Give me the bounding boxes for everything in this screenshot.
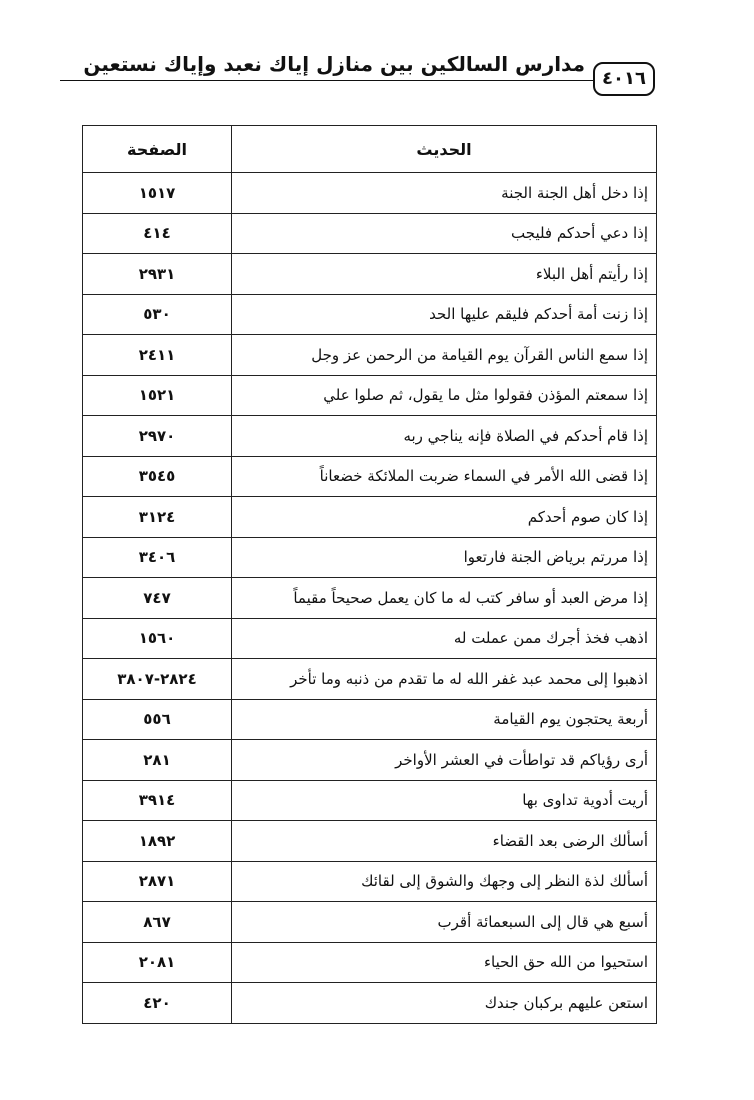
hadith-cell: إذا قام أحدكم في الصلاة فإنه يناجي ربه	[231, 415, 657, 457]
header-row: الحديث الصفحة	[82, 125, 657, 173]
hadith-cell: إذا مرض العبد أو سافر كتب له ما كان يعمل…	[231, 577, 657, 619]
page-cell: ١٨٩٢	[82, 820, 232, 862]
table-row: إذا زنت أمة أحدكم فليقم عليها الحد ٥٣٠	[82, 293, 657, 335]
hadith-cell: إذا قضى الله الأمر في السماء ضربت الملائ…	[231, 455, 657, 497]
page-cell: ٢٠٨١	[82, 941, 232, 983]
header-title: مدارس السالكين بين منازل إياك نعبد وإياك…	[83, 52, 585, 76]
hadith-cell: إذا سمع الناس القرآن يوم القيامة من الرح…	[231, 334, 657, 376]
table-row: أربعة يحتجون يوم القيامة ٥٥٦	[82, 698, 657, 740]
table-row: إذا مررتم برياض الجنة فارتعوا ٣٤٠٦	[82, 536, 657, 578]
hadith-cell: إذا دعي أحدكم فليجب	[231, 212, 657, 254]
hadith-cell: إذا سمعتم المؤذن فقولوا مثل ما يقول، ثم …	[231, 374, 657, 416]
page-cell: ٢٨١	[82, 739, 232, 781]
column-header: الحديث	[231, 125, 657, 173]
page-cell: ٨٦٧	[82, 901, 232, 943]
hadith-cell: اذهبوا إلى محمد عبد غفر الله له ما تقدم …	[231, 658, 657, 700]
table-row: إذا قضى الله الأمر في السماء ضربت الملائ…	[82, 455, 657, 497]
hadith-cell: إذا كان صوم أحدكم	[231, 496, 657, 538]
header-rule	[60, 80, 593, 81]
page-cell: ٣١٢٤	[82, 496, 232, 538]
table-row: إذا مرض العبد أو سافر كتب له ما كان يعمل…	[82, 577, 657, 619]
table-row: أرى رؤياكم قد تواطأت في العشر الأواخر ٢٨١	[82, 739, 657, 781]
hadith-cell: إذا مررتم برياض الجنة فارتعوا	[231, 536, 657, 578]
table-body: إذا دخل أهل الجنة الجنة ١٥١٧ إذا دعي أحدكم…	[82, 172, 657, 1024]
page-cell: ٣٤٠٦	[82, 536, 232, 578]
page-cell: ٥٣٠	[82, 293, 232, 335]
page-cell: ٢٤١١	[82, 334, 232, 376]
hadith-cell: أسألك الرضى بعد القضاء	[231, 820, 657, 862]
page-cell: ٣٩١٤	[82, 779, 232, 821]
table-row: إذا رأيتم أهل البلاء ٢٩٣١	[82, 253, 657, 295]
table-row: إذا دخل أهل الجنة الجنة ١٥١٧	[82, 172, 657, 214]
table-row: إذا قام أحدكم في الصلاة فإنه يناجي ربه ٢٩…	[82, 415, 657, 457]
page-cell: ٢٩٧٠	[82, 415, 232, 457]
index-table: الحديث الصفحة إذا دخل أهل الجنة الجنة ١٥١…	[82, 125, 657, 1024]
table-row: إذا سمعتم المؤذن فقولوا مثل ما يقول، ثم …	[82, 374, 657, 416]
hadith-cell: استعن عليهم بركبان جندك	[231, 982, 657, 1024]
table-row: أسألك الرضى بعد القضاء ١٨٩٢	[82, 820, 657, 862]
hadith-cell: اذهب فخذ أجرك ممن عملت له	[231, 617, 657, 659]
table-row: إذا دعي أحدكم فليجب ٤١٤	[82, 212, 657, 254]
table-row: اذهبوا إلى محمد عبد غفر الله له ما تقدم …	[82, 658, 657, 700]
column-header: الصفحة	[82, 125, 232, 173]
table-row: أسألك لذة النظر إلى وجهك والشوق إلى لقائ…	[82, 860, 657, 902]
table-row: إذا سمع الناس القرآن يوم القيامة من الرح…	[82, 334, 657, 376]
table-row: استعن عليهم بركبان جندك ٤٢٠	[82, 982, 657, 1024]
hadith-cell: استحيوا من الله حق الحياء	[231, 941, 657, 983]
table-row: إذا كان صوم أحدكم ٣١٢٤	[82, 496, 657, 538]
table-row: أريت أدوية تداوى بها ٣٩١٤	[82, 779, 657, 821]
table-row: أسبع هي قال إلى السبعمائة أقرب ٨٦٧	[82, 901, 657, 943]
page-cell: ٤١٤	[82, 212, 232, 254]
page-cell: ٧٤٧	[82, 577, 232, 619]
page-cell: ١٥١٧	[82, 172, 232, 214]
hadith-cell: أسألك لذة النظر إلى وجهك والشوق إلى لقائ…	[231, 860, 657, 902]
page-cell: ٢٨٧١	[82, 860, 232, 902]
page-number: ٤٠١٦	[593, 62, 655, 96]
table-row: اذهب فخذ أجرك ممن عملت له ١٥٦٠	[82, 617, 657, 659]
hadith-cell: أربعة يحتجون يوم القيامة	[231, 698, 657, 740]
hadith-cell: إذا رأيتم أهل البلاء	[231, 253, 657, 295]
page-cell: ١٥٢١	[82, 374, 232, 416]
hadith-cell: إذا دخل أهل الجنة الجنة	[231, 172, 657, 214]
page-cell: ٢٨٢٤-٣٨٠٧	[82, 658, 232, 700]
page-cell: ١٥٦٠	[82, 617, 232, 659]
page-cell: ٥٥٦	[82, 698, 232, 740]
hadith-cell: أرى رؤياكم قد تواطأت في العشر الأواخر	[231, 739, 657, 781]
hadith-cell: أسبع هي قال إلى السبعمائة أقرب	[231, 901, 657, 943]
page-cell: ٢٩٣١	[82, 253, 232, 295]
table-row: استحيوا من الله حق الحياء ٢٠٨١	[82, 941, 657, 983]
hadith-cell: إذا زنت أمة أحدكم فليقم عليها الحد	[231, 293, 657, 335]
hadith-cell: أريت أدوية تداوى بها	[231, 779, 657, 821]
page-cell: ٤٢٠	[82, 982, 232, 1024]
page-cell: ٣٥٤٥	[82, 455, 232, 497]
